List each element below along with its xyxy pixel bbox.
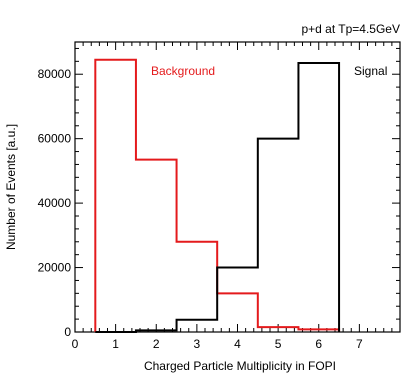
x-tick-label: 7 [356,337,363,351]
x-tick-labels: 0 1 2 3 4 5 6 7 [72,337,363,351]
x-tick-label: 0 [72,337,79,351]
x-axis-label: Charged Particle Multiplicity in FOPI [144,359,336,373]
x-tick-label: 1 [112,337,119,351]
legend-background: Background [151,64,215,78]
chart-title: p+d at Tp=4.5GeV [301,22,400,36]
y-tick-label: 20000 [38,261,72,275]
series-line [95,61,341,333]
bin-signal [177,320,218,332]
x-tick-label: 3 [194,337,201,351]
bin-signal [298,63,339,332]
bin-background [177,242,218,332]
y-tick-label: 60000 [38,132,72,146]
y-axis-label: Number of Events [a.u.] [4,124,18,250]
axis-ticks [74,42,401,333]
y-tick-label: 40000 [38,196,72,210]
y-tick-label: 0 [64,325,71,339]
x-tick-label: 6 [315,337,322,351]
bin-signal [217,268,258,332]
x-tick-label: 2 [153,337,160,351]
series-group [94,58,341,333]
series-signal [95,61,341,333]
y-tick-label: 80000 [38,67,72,81]
bin-signal [136,330,177,332]
x-tick-label: 4 [234,337,241,351]
y-tick-labels: 0 20000 40000 60000 80000 [38,67,72,339]
bin-background [136,160,177,332]
bin-background [95,60,136,332]
bin-signal [258,139,299,332]
x-tick-label: 5 [275,337,282,351]
legend-signal: Signal [354,64,387,78]
